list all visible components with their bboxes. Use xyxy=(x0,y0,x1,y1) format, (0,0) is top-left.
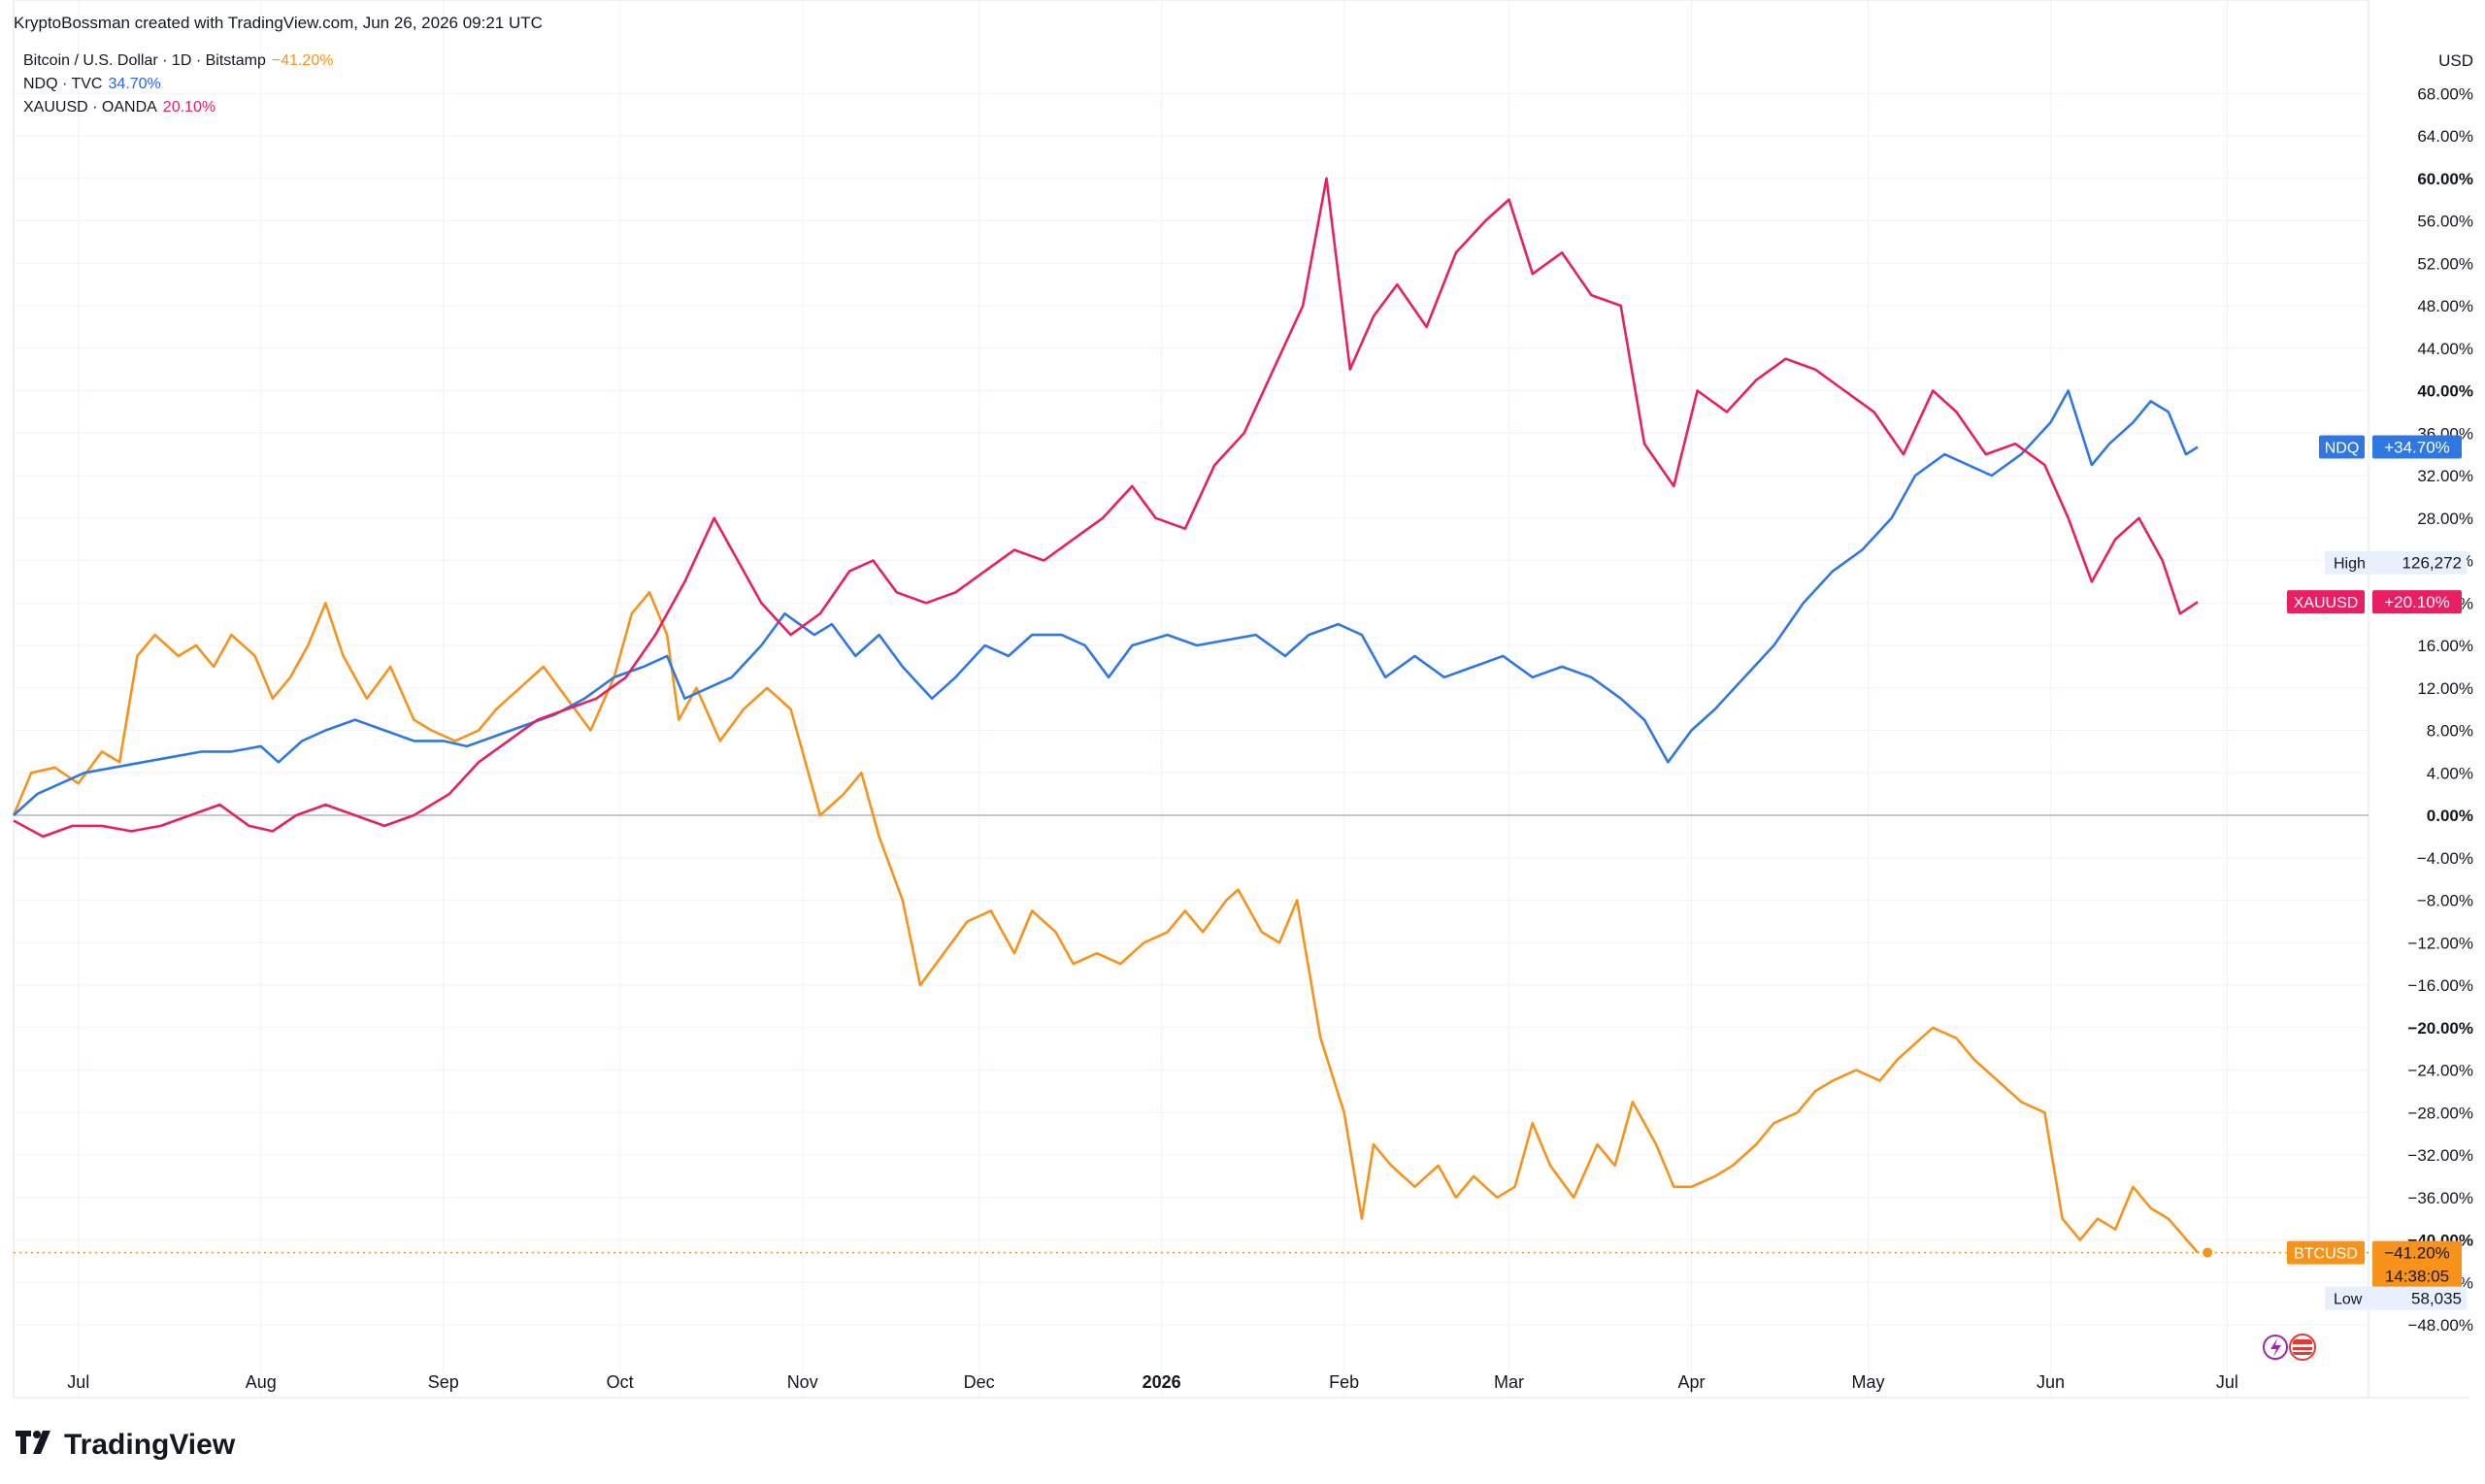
price-label-kind: Low xyxy=(2334,1292,2363,1308)
legend-xauusd-label: XAUUSD · OANDA xyxy=(23,99,157,115)
series-line-btcusd xyxy=(12,590,2200,1254)
end-label-name: NDQ xyxy=(2325,440,2360,456)
x-tick-label: Feb xyxy=(1329,1372,1359,1392)
y-tick-label: −12.00% xyxy=(2407,934,2473,952)
end-label-ndq: NDQ +34.70% xyxy=(2319,435,2462,459)
end-label-value-box xyxy=(2372,590,2462,614)
end-label-name-box xyxy=(2287,590,2365,614)
price-label-box xyxy=(2325,550,2467,575)
legend-btcusd-value: −41.20% xyxy=(271,52,334,69)
legend-ndq-value: 34.70% xyxy=(108,76,161,92)
y-tick-label: 0.00% xyxy=(2427,807,2473,825)
y-tick-label: 40.00% xyxy=(2417,382,2473,401)
end-label-value-box xyxy=(2372,435,2462,459)
end-label-name: XAUUSD xyxy=(2294,595,2359,611)
author-credit: KryptoBossman created with TradingView.c… xyxy=(14,14,543,32)
y-tick-label: 16.00% xyxy=(2417,637,2473,655)
y-tick-label: −36.00% xyxy=(2407,1189,2473,1207)
x-tick-label: Aug xyxy=(246,1372,277,1392)
legend-xauusd[interactable]: XAUUSD · OANDA 20.10% xyxy=(23,99,215,116)
legend-ndq-label: NDQ · TVC xyxy=(23,76,103,92)
end-label-countdown: 14:38:05 xyxy=(2385,1268,2449,1286)
y-axis-currency: USD xyxy=(2438,51,2473,70)
y-axis[interactable]: 68.00% 64.00% 60.00% 56.00% 52.00% 48.00% 44.0… xyxy=(2407,51,2473,1335)
y-tick-label: 56.00% xyxy=(2417,213,2473,231)
price-labels: BTCUSD −41.20% 14:38:05 NDQ +34.70% XAUUSD +20… xyxy=(14,435,2467,1361)
y-tick-label: −16.00% xyxy=(2407,976,2473,995)
y-tick-label: 12.00% xyxy=(2417,679,2473,698)
price-label-high: High 126,272 xyxy=(2325,550,2467,575)
price-label-box xyxy=(2325,1286,2467,1310)
legend-xauusd-value: 20.10% xyxy=(162,99,216,115)
lightning-glyph-icon xyxy=(2270,1338,2281,1357)
end-label-xauusd: XAUUSD +20.10% xyxy=(2287,590,2462,614)
x-tick-label: Nov xyxy=(787,1372,818,1392)
legend-btcusd[interactable]: Bitcoin / U.S. Dollar · 1D · Bitstamp −41… xyxy=(23,52,333,70)
tradingview-logo[interactable]: TradingView xyxy=(16,1429,235,1462)
y-tick-label: −24.00% xyxy=(2407,1062,2473,1080)
x-tick-label: 2026 xyxy=(1143,1372,1181,1392)
end-label-name-box xyxy=(2319,435,2365,459)
series-lines xyxy=(12,177,2200,1254)
x-axis[interactable]: Jul Aug Sep Oct Nov Dec 2026 Feb Mar Apr May Jun Jul xyxy=(67,1372,2238,1392)
end-label-name: BTCUSD xyxy=(2294,1246,2358,1263)
y-tick-label: 4.00% xyxy=(2427,764,2473,782)
end-label-value: +34.70% xyxy=(2384,438,2450,456)
price-label-value: 58,035 xyxy=(2411,1290,2462,1308)
y-tick-label: 28.00% xyxy=(2417,510,2473,528)
tradingview-logo-text: TradingView xyxy=(64,1429,236,1461)
grid-lines xyxy=(13,0,2470,1399)
end-label-value-box xyxy=(2372,1240,2462,1288)
y-tick-label: 60.00% xyxy=(2417,170,2473,188)
price-label-kind: High xyxy=(2334,556,2366,573)
price-label-value: 126,272 xyxy=(2402,554,2462,573)
price-label-low: Low 58,035 xyxy=(2325,1286,2467,1310)
legend-btcusd-label: Bitcoin / U.S. Dollar · 1D · Bitstamp xyxy=(23,52,266,69)
y-tick-label: −28.00% xyxy=(2407,1104,2473,1122)
event-icons xyxy=(2263,1334,2316,1361)
series-line-ndq xyxy=(13,389,2199,816)
x-tick-label: Jul xyxy=(67,1372,89,1392)
y-tick-label: 68.00% xyxy=(2417,84,2473,103)
end-label-name-box xyxy=(2287,1240,2365,1265)
x-tick-label: Oct xyxy=(607,1372,634,1392)
x-tick-label: May xyxy=(1851,1372,1884,1392)
us-flag-stripe xyxy=(2293,1344,2312,1347)
y-tick-label: 8.00% xyxy=(2427,722,2473,741)
end-label-value: +20.10% xyxy=(2384,593,2450,611)
btcusd-last-point xyxy=(2203,1247,2213,1258)
us-flag-stripe xyxy=(2293,1350,2312,1352)
x-tick-label: Jun xyxy=(2037,1372,2065,1392)
y-tick-label: 48.00% xyxy=(2417,297,2473,315)
y-tick-label: 32.00% xyxy=(2417,467,2473,485)
x-tick-label: Mar xyxy=(1494,1372,1524,1392)
end-label-btcusd: BTCUSD −41.20% 14:38:05 xyxy=(2287,1240,2462,1288)
y-tick-label: −32.00% xyxy=(2407,1146,2473,1165)
tradingview-logo-icon xyxy=(16,1429,56,1462)
y-tick-label: 64.00% xyxy=(2417,127,2473,146)
x-tick-label: Dec xyxy=(964,1372,995,1392)
y-tick-label: −4.00% xyxy=(2417,849,2473,868)
y-tick-label: −48.00% xyxy=(2407,1316,2473,1335)
x-tick-label: Jul xyxy=(2216,1372,2238,1392)
x-tick-label: Sep xyxy=(428,1372,459,1392)
y-tick-label: 44.00% xyxy=(2417,340,2473,358)
y-tick-label: −20.00% xyxy=(2407,1019,2473,1038)
legend-ndq[interactable]: NDQ · TVC 34.70% xyxy=(23,76,161,93)
end-label-value: −41.20% xyxy=(2384,1244,2450,1263)
y-tick-label: −8.00% xyxy=(2417,892,2473,910)
x-tick-label: Apr xyxy=(1678,1372,1706,1392)
series-line-xauusd xyxy=(13,177,2199,839)
y-tick-label: 52.00% xyxy=(2417,254,2473,273)
